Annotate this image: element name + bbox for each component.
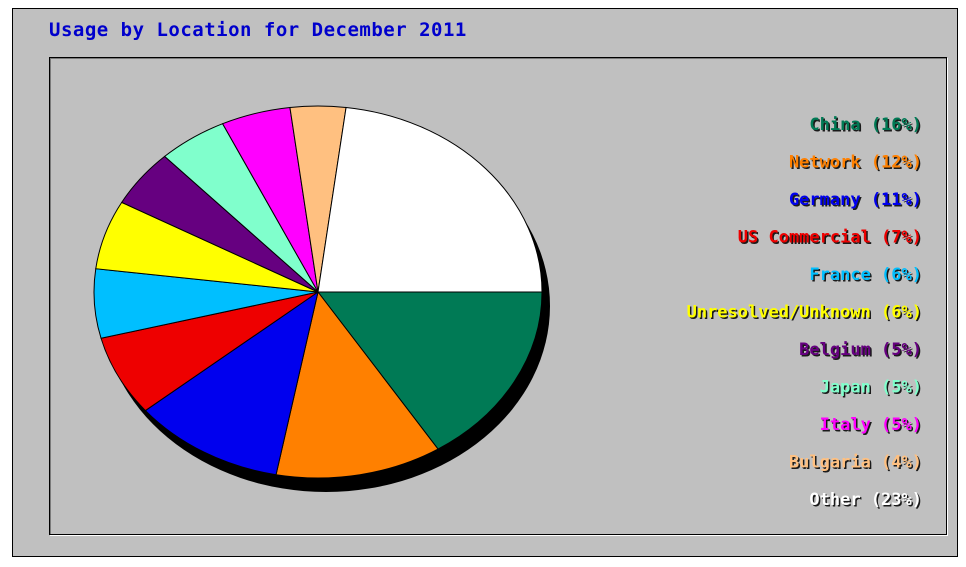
legend-label-shadow-japan: Japan (5%) (821, 379, 923, 399)
pie-slice-network (275, 290, 439, 479)
legend-label-network: Network (12%) (789, 153, 922, 173)
legend-label-belgium: Belgium (5%) (799, 340, 922, 360)
legend-label-shadow-france: France (6%) (811, 267, 924, 287)
legend-label-shadow-us-commercial: US Commercial (7%) (739, 229, 923, 249)
legend-label-shadow-germany: Germany (11%) (790, 192, 923, 212)
legend-label-unresolved-unknown: Unresolved/Unknown (6%) (687, 303, 922, 323)
plot-area: China (16%) China (16%) Network (12%) Netwo… (49, 57, 947, 535)
chart-title: Usage by Location for December 2011 (49, 19, 467, 41)
pie-chart: China (16%)China (16%)Network (12%)Netwo… (93, 105, 924, 512)
legend-label-germany: Germany (11%) (789, 190, 922, 210)
legend-label-japan: Japan (5%) (820, 378, 922, 398)
legend-label-shadow-bulgaria: Bulgaria (4%) (790, 454, 923, 474)
pie-slice-other (317, 106, 543, 293)
legend-label-shadow-other: Other (23%) (811, 492, 924, 512)
legend-label-shadow-unresolved-unknown: Unresolved/Unknown (6%) (688, 304, 923, 324)
pie-slice-china (316, 291, 543, 450)
legend-label-shadow-belgium: Belgium (5%) (801, 342, 924, 362)
legend-label-france: France (6%) (809, 265, 922, 285)
legend-label-shadow-network: Network (12%) (790, 154, 923, 174)
legend-label-us-commercial: US Commercial (7%) (738, 228, 922, 248)
legend-label-china: China (16%) (809, 115, 922, 135)
legend-label-shadow-china: China (16%) (811, 117, 924, 137)
legend-label-bulgaria: Bulgaria (4%) (789, 453, 922, 473)
legend-label-shadow-italy: Italy (5%) (821, 417, 923, 437)
pie-slice-germany (144, 290, 319, 476)
legend-label-italy: Italy (5%) (820, 415, 922, 435)
legend-label-other: Other (23%) (809, 490, 922, 510)
chart-frame: Usage by Location for December 2011 Chin… (12, 8, 958, 557)
